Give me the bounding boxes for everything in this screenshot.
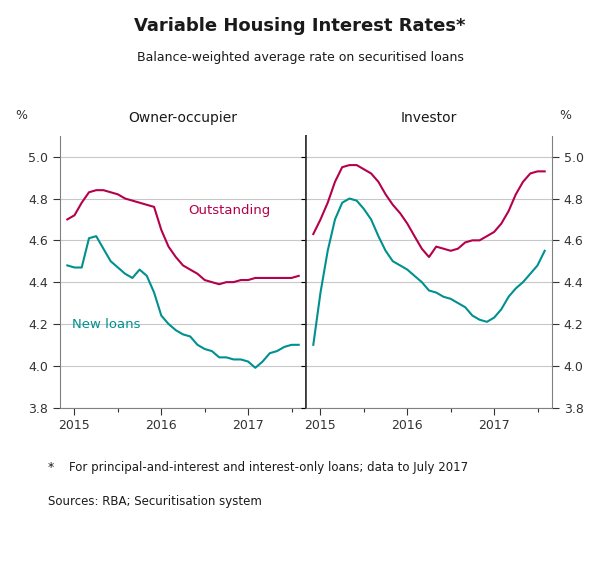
- Text: Balance-weighted average rate on securitised loans: Balance-weighted average rate on securit…: [137, 51, 463, 64]
- Text: For principal-and-interest and interest-only loans; data to July 2017: For principal-and-interest and interest-…: [69, 461, 468, 474]
- Text: Sources: RBA; Securitisation system: Sources: RBA; Securitisation system: [48, 495, 262, 508]
- Text: New loans: New loans: [73, 319, 141, 332]
- Text: *: *: [48, 461, 54, 474]
- Text: %: %: [15, 109, 27, 122]
- Text: Outstanding: Outstanding: [188, 204, 270, 217]
- Text: %: %: [559, 109, 571, 122]
- Text: Variable Housing Interest Rates*: Variable Housing Interest Rates*: [134, 17, 466, 35]
- Text: Investor: Investor: [401, 111, 457, 125]
- Text: Owner-occupier: Owner-occupier: [128, 111, 238, 125]
